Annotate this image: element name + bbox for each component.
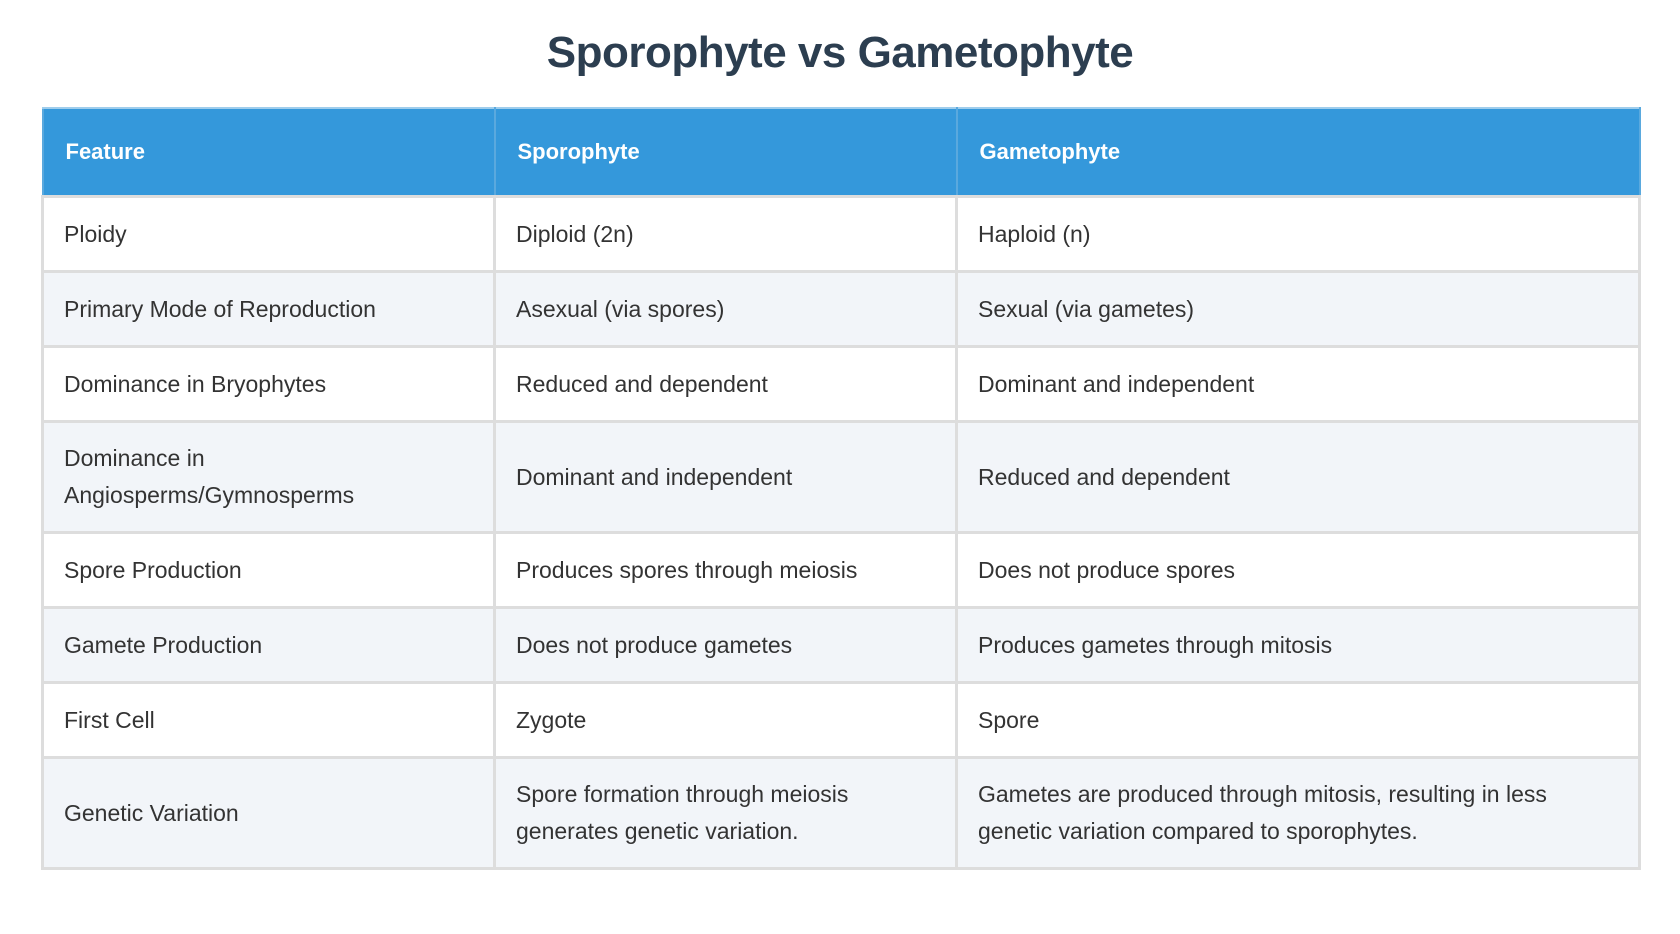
- feature-cell: Primary Mode of Reproduction: [41, 270, 496, 348]
- gametophyte-cell: Gametes are produced through mitosis, re…: [955, 756, 1641, 870]
- sporophyte-cell: Asexual (via spores): [493, 270, 958, 348]
- feature-cell: Ploidy: [41, 195, 496, 273]
- table-header-row: Feature Sporophyte Gametophyte: [41, 107, 1641, 198]
- table-row: Genetic Variation Spore formation throug…: [41, 756, 1641, 870]
- sporophyte-cell: Diploid (2n): [493, 195, 958, 273]
- column-header-feature: Feature: [41, 107, 496, 198]
- gametophyte-cell: Spore: [955, 681, 1641, 759]
- gametophyte-cell: Dominant and independent: [955, 345, 1641, 423]
- column-header-gametophyte: Gametophyte: [956, 107, 1641, 198]
- gametophyte-cell: Haploid (n): [955, 195, 1641, 273]
- sporophyte-cell: Zygote: [493, 681, 958, 759]
- feature-cell: Genetic Variation: [41, 756, 496, 870]
- gametophyte-cell: Reduced and dependent: [955, 420, 1641, 534]
- sporophyte-cell: Spore formation through meiosis generate…: [493, 756, 958, 870]
- feature-cell: Spore Production: [41, 531, 496, 609]
- table-row: Dominance in Bryophytes Reduced and depe…: [41, 345, 1641, 423]
- feature-cell: Gamete Production: [41, 606, 496, 684]
- sporophyte-cell: Does not produce gametes: [493, 606, 958, 684]
- gametophyte-cell: Does not produce spores: [955, 531, 1641, 609]
- table-row: Dominance in Angiosperms/Gymnosperms Dom…: [41, 420, 1641, 534]
- table-row: Spore Production Produces spores through…: [41, 531, 1641, 609]
- sporophyte-cell: Produces spores through meiosis: [493, 531, 958, 609]
- feature-cell: Dominance in Angiosperms/Gymnosperms: [41, 420, 496, 534]
- sporophyte-cell: Reduced and dependent: [493, 345, 958, 423]
- table-row: Primary Mode of Reproduction Asexual (vi…: [41, 270, 1641, 348]
- table-row: Gamete Production Does not produce gamet…: [41, 606, 1641, 684]
- column-header-sporophyte: Sporophyte: [494, 107, 958, 198]
- page-title: Sporophyte vs Gametophyte: [546, 28, 1134, 77]
- feature-cell: First Cell: [41, 681, 496, 759]
- feature-cell: Dominance in Bryophytes: [41, 345, 496, 423]
- sporophyte-cell: Dominant and independent: [493, 420, 958, 534]
- gametophyte-cell: Sexual (via gametes): [955, 270, 1641, 348]
- table-row: Ploidy Diploid (2n) Haploid (n): [41, 195, 1641, 273]
- gametophyte-cell: Produces gametes through mitosis: [955, 606, 1641, 684]
- table-row: First Cell Zygote Spore: [41, 681, 1641, 759]
- comparison-table: Feature Sporophyte Gametophyte Ploidy Di…: [41, 107, 1641, 870]
